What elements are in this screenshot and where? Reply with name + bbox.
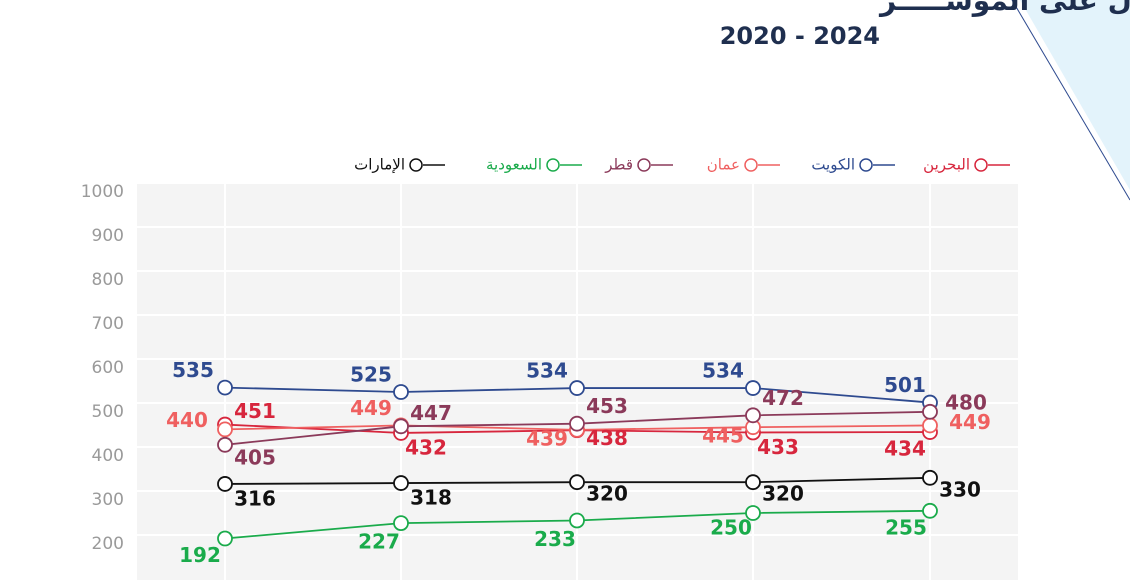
legend-label: الإمارات xyxy=(354,156,405,174)
decoration xyxy=(1011,0,1130,201)
data-point xyxy=(393,384,409,400)
legend-marker xyxy=(546,158,560,172)
data-label: 432 xyxy=(405,435,447,459)
data-label: 453 xyxy=(586,394,628,418)
data-label: 438 xyxy=(586,426,628,450)
y-tick-label: 500 xyxy=(92,402,124,422)
data-label: 405 xyxy=(234,445,276,469)
data-label: 451 xyxy=(234,399,276,423)
legend-label: قطر xyxy=(604,156,633,174)
data-point xyxy=(922,417,938,434)
data-point xyxy=(569,512,585,529)
y-tick-label: 600 xyxy=(92,358,124,378)
data-point xyxy=(217,421,233,438)
data-label: 525 xyxy=(350,363,392,387)
data-label: 535 xyxy=(172,358,214,382)
chart-title: أداء الدول على المؤشـــــر xyxy=(878,0,1130,17)
legend-label: عمان xyxy=(707,156,740,174)
data-label: 192 xyxy=(179,543,221,567)
legend-label: البحرين xyxy=(923,156,970,174)
data-label: 316 xyxy=(234,486,276,510)
data-point xyxy=(393,475,409,491)
data-point xyxy=(745,380,761,396)
data-label: 534 xyxy=(702,359,744,383)
data-label: 233 xyxy=(534,527,576,551)
data-label: 449 xyxy=(350,396,392,420)
legend-marker xyxy=(637,158,651,172)
data-label: 445 xyxy=(702,424,744,448)
y-tick-label: 300 xyxy=(92,490,124,510)
y-tick-label: 1000 xyxy=(81,182,124,202)
legend-label: السعودية xyxy=(486,156,542,174)
data-point xyxy=(922,469,938,486)
y-tick-label: 200 xyxy=(92,534,124,554)
data-label: 434 xyxy=(884,437,926,461)
data-point xyxy=(569,415,585,432)
chart-subtitle: 2020 - 2024 xyxy=(720,22,880,50)
data-label: 433 xyxy=(757,435,799,459)
legend-label: الكويت xyxy=(811,156,855,174)
data-point xyxy=(745,505,761,521)
data-label: 472 xyxy=(762,386,804,410)
data-point xyxy=(217,476,233,492)
data-point xyxy=(393,418,409,435)
data-label: 255 xyxy=(885,515,927,539)
data-point xyxy=(569,380,585,396)
data-point xyxy=(745,407,761,424)
data-label: 320 xyxy=(762,482,804,506)
y-tick-label: 800 xyxy=(92,270,124,290)
data-label: 449 xyxy=(949,410,991,434)
data-point xyxy=(217,530,233,547)
data-label: 320 xyxy=(586,482,628,506)
data-point xyxy=(745,474,761,491)
legend-marker xyxy=(859,158,873,172)
data-label: 227 xyxy=(358,530,400,554)
data-point xyxy=(569,474,585,491)
data-label: 534 xyxy=(526,359,568,383)
data-point xyxy=(217,436,233,453)
legend-marker xyxy=(744,158,758,172)
data-point xyxy=(922,403,938,420)
decoration xyxy=(1020,0,1130,190)
data-label: 318 xyxy=(410,486,452,510)
y-tick-label: 900 xyxy=(92,226,124,246)
data-label: 250 xyxy=(710,516,752,540)
data-label: 330 xyxy=(939,477,981,501)
data-label: 480 xyxy=(945,390,987,414)
data-label: 439 xyxy=(526,426,568,450)
data-point xyxy=(217,379,233,396)
data-label: 501 xyxy=(884,373,926,397)
legend-marker xyxy=(409,158,423,172)
data-point xyxy=(393,515,409,532)
data-label: 447 xyxy=(410,401,452,425)
data-label: 440 xyxy=(166,408,208,432)
data-point xyxy=(922,502,938,519)
y-tick-label: 400 xyxy=(92,446,124,466)
y-tick-label: 700 xyxy=(92,314,124,334)
legend-marker xyxy=(974,158,988,172)
